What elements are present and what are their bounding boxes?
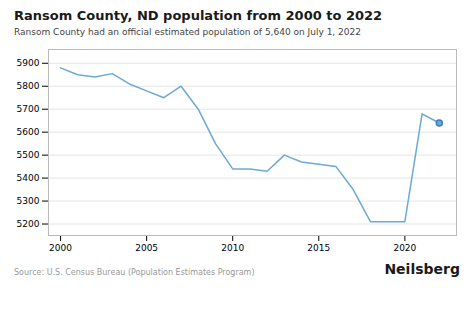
svg-text:2010: 2010 bbox=[221, 243, 244, 253]
html-text:Neilsberg: Neilsberg bbox=[384, 261, 460, 277]
svg-text:5800: 5800 bbox=[17, 81, 40, 91]
svg-text:5200: 5200 bbox=[17, 219, 40, 229]
svg-text:2000: 2000 bbox=[49, 243, 72, 253]
html-text:Ransom County, ND population f: Ransom County, ND population from 2000 t… bbox=[14, 8, 383, 23]
svg-text:2020: 2020 bbox=[393, 243, 416, 253]
svg-text:5500: 5500 bbox=[17, 150, 40, 160]
svg-text:5600: 5600 bbox=[17, 127, 40, 137]
svg-text:2015: 2015 bbox=[307, 243, 330, 253]
html-text:Ransom County had an official: Ransom County had an official estimated … bbox=[14, 27, 361, 37]
svg-text:5700: 5700 bbox=[17, 104, 40, 114]
svg-text:5400: 5400 bbox=[17, 173, 40, 183]
svg-text:2005: 2005 bbox=[135, 243, 158, 253]
html-text:Source: U.S. Census Bureau (Po: Source: U.S. Census Bureau (Population E… bbox=[14, 268, 255, 277]
svg-text:5300: 5300 bbox=[17, 196, 40, 206]
svg-text:5900: 5900 bbox=[17, 58, 40, 68]
